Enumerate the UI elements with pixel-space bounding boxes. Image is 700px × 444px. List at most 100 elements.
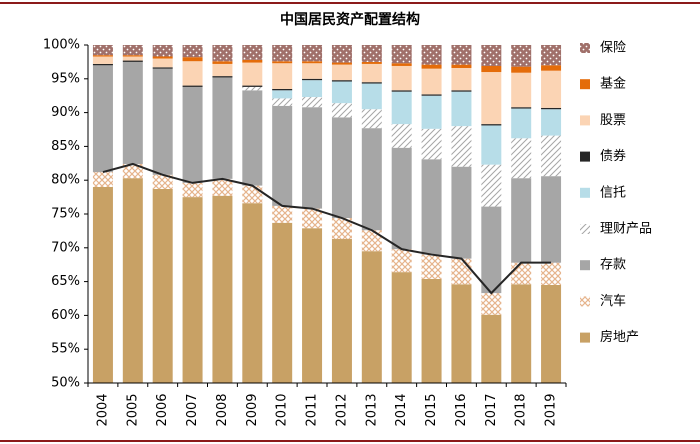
bar-segment	[92, 172, 113, 187]
x-tick-label: 2014	[394, 393, 409, 426]
bar-segment	[92, 63, 113, 66]
bar-segment	[212, 61, 233, 64]
bar-segment	[272, 98, 293, 106]
bar-segment	[331, 80, 352, 82]
y-tick-label: 95%	[51, 71, 80, 86]
bar-segment	[511, 45, 532, 67]
bar-segment	[481, 293, 502, 315]
bar-segment	[331, 239, 352, 383]
bar-segment	[92, 45, 113, 56]
bar-segment	[152, 56, 173, 59]
bar-segment	[421, 45, 442, 65]
bar-segment	[302, 228, 323, 383]
bar-segment	[451, 284, 472, 383]
legend-swatch	[580, 115, 590, 126]
bar-segment	[541, 65, 562, 71]
x-tick-label: 2007	[185, 393, 200, 426]
bar-segment	[152, 68, 173, 175]
legend-swatch	[580, 260, 590, 271]
bar-segment	[511, 108, 532, 139]
bar-segment	[182, 197, 203, 383]
bar-segment	[541, 70, 562, 108]
legend-label: 股票	[600, 113, 626, 128]
bar-segment	[272, 63, 293, 89]
bar-segment	[331, 62, 352, 65]
legend-label: 房地产	[600, 329, 639, 345]
bar-segment	[302, 80, 323, 98]
bar-segment	[421, 95, 442, 129]
bar-segment	[361, 109, 382, 129]
bar-segment	[92, 65, 113, 173]
bar-segment	[182, 57, 203, 62]
bar-segment	[152, 58, 173, 68]
legend-label: 汽车	[600, 293, 626, 309]
x-tick-label: 2011	[305, 393, 320, 426]
bar-segment	[541, 262, 562, 285]
bar-segment	[272, 205, 293, 223]
bar-segment	[331, 117, 352, 219]
legend-label: 理财产品	[600, 222, 652, 237]
bar-segment	[451, 90, 472, 92]
bar-segment	[122, 56, 143, 61]
bar-segment	[421, 128, 442, 160]
bar-segment	[391, 63, 412, 66]
bar-segment	[361, 128, 382, 231]
bar-segment	[541, 176, 562, 263]
bar-segment	[391, 90, 412, 92]
bar-segment	[421, 68, 442, 95]
y-tick-label: 65%	[51, 274, 80, 289]
bar-segment	[242, 85, 263, 87]
bar-segment	[122, 45, 143, 56]
bar-segment	[302, 78, 323, 81]
bar-segment	[182, 45, 203, 58]
bar-segment	[511, 178, 532, 263]
bar-segment	[212, 195, 233, 383]
bar-segment	[361, 230, 382, 252]
bar-segment	[302, 208, 323, 229]
bar-segment	[481, 314, 502, 383]
bar-segment	[122, 163, 143, 179]
bar-segment	[212, 76, 233, 78]
bar-segment	[182, 61, 203, 86]
y-tick-label: 55%	[51, 342, 80, 357]
y-tick-label: 80%	[51, 173, 80, 188]
legend-swatch	[580, 151, 590, 162]
bar-segment	[361, 45, 382, 62]
bar-segment	[122, 60, 143, 62]
bar-segment	[242, 59, 263, 63]
bar-segment	[451, 91, 472, 127]
bar-segment	[302, 45, 323, 62]
bar-segment	[272, 222, 293, 383]
x-tick-label: 2016	[454, 393, 469, 426]
bar-segment	[481, 206, 502, 294]
bar-segment	[541, 284, 562, 383]
chart-title: 中国居民资产配置结构	[280, 11, 420, 28]
bar-segment	[242, 185, 263, 204]
legend-label: 债券	[600, 148, 626, 164]
bar-segment	[272, 61, 293, 64]
bar-segment	[302, 97, 323, 108]
legend-label: 保险	[600, 41, 626, 56]
bar-segment	[182, 86, 203, 183]
bar-segment	[391, 65, 412, 91]
bar-segment	[331, 45, 352, 63]
bar-segment	[302, 61, 323, 64]
bar-segment	[242, 62, 263, 86]
bar-segment	[212, 63, 233, 77]
bar-segment	[331, 218, 352, 240]
bar-segment	[331, 103, 352, 118]
bar-segment	[511, 72, 532, 108]
bar-segment	[511, 138, 532, 179]
legend-label: 基金	[600, 76, 626, 92]
bar-segment	[361, 83, 382, 110]
legend-swatch	[580, 187, 590, 198]
x-tick-label: 2018	[514, 393, 529, 426]
bar-segment	[242, 86, 263, 91]
legend-swatch	[580, 332, 590, 343]
legend-swatch	[580, 224, 590, 234]
bar-segment	[481, 45, 502, 66]
y-tick-label: 90%	[51, 105, 80, 120]
bar-segment	[451, 64, 472, 68]
bar-segment	[481, 164, 502, 207]
